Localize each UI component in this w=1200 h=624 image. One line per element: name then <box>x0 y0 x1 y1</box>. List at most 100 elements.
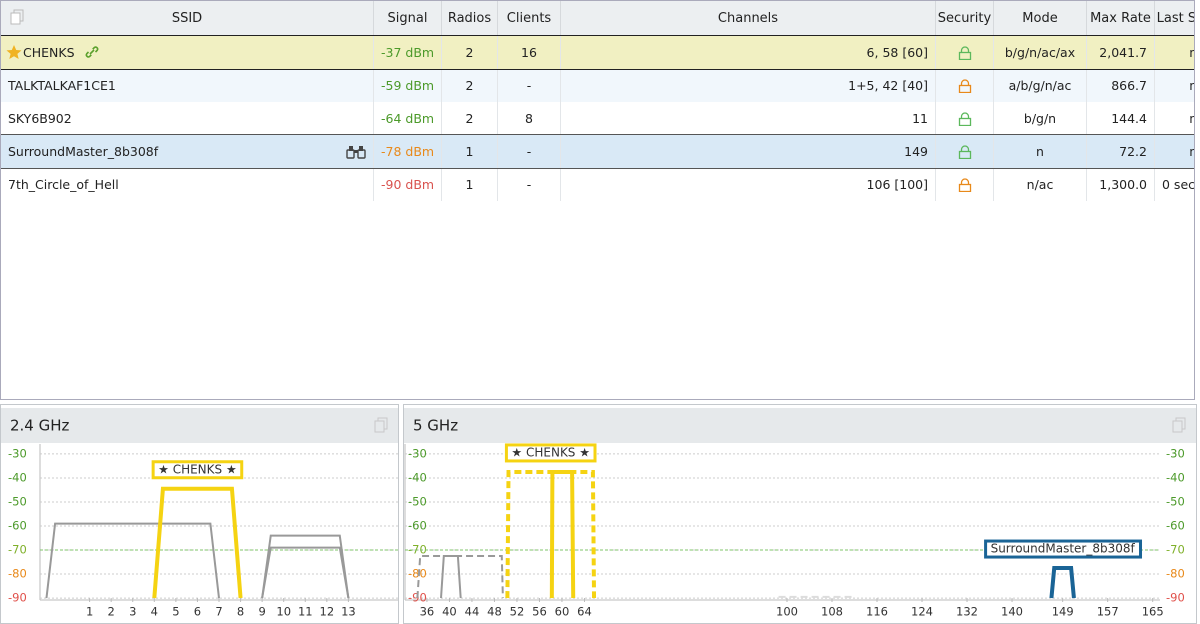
cell-text: 1 <box>465 143 474 159</box>
cell: - <box>497 68 561 102</box>
cell: -59 dBm <box>373 68 442 102</box>
cell-text: n/ac <box>1026 176 1054 192</box>
y-tick-label: -50 <box>408 494 427 508</box>
x-tick-label: 7 <box>215 605 222 619</box>
y-tick-label: -40 <box>1166 470 1185 484</box>
column-header[interactable]: Signal <box>373 1 442 36</box>
channel-shape <box>1049 566 1076 599</box>
cell-text: 11 <box>912 110 928 126</box>
x-tick-label: 64 <box>577 605 592 619</box>
cell: 6, 58 [60] <box>560 35 936 69</box>
cell-text: b/g/n/ac/ax <box>1004 44 1076 60</box>
cell: 866.7 <box>1086 68 1155 102</box>
cell: 2 <box>441 35 498 69</box>
cell: -37 dBm <box>373 35 442 69</box>
link-icon <box>85 46 98 58</box>
network-row[interactable]: TALKTALKAF1CE1 -59 dBm 2 - 1+5, 42 [40] a/b/g… <box>1 68 1194 102</box>
network-row[interactable]: CHENKS -37 dBm 2 16 6, 58 [60] b/g/n/ac/ax 2,0… <box>1 34 1194 70</box>
column-header[interactable]: SSID <box>1 1 374 36</box>
column-header[interactable]: Max Rate <box>1086 1 1155 36</box>
copy-icon <box>374 420 385 433</box>
cell-text: -78 dBm <box>381 143 435 159</box>
cell-text: 2 <box>465 44 474 60</box>
cell: -64 dBm <box>373 101 442 135</box>
cell: CHENKS <box>1 35 374 69</box>
cell: 1 <box>441 134 498 168</box>
cell-text: 7th_Circle_of_Hell <box>8 176 119 192</box>
cell: n/ac <box>993 167 1087 201</box>
panel-header <box>1 408 398 443</box>
x-tick-label: 5 <box>172 605 179 619</box>
charts: 2.4 GHz-30-40-50-60-70-80-901 2 3 4 5 6 7 8 9 10 1… <box>0 404 1197 624</box>
column-header[interactable]: Security <box>935 1 994 36</box>
cell-text: 106 [100] <box>866 176 928 192</box>
cell-text: -90 dBm <box>381 176 435 192</box>
copy-icon <box>1172 420 1183 433</box>
x-tick-label: 124 <box>911 605 933 619</box>
cell-text: CHENKS <box>23 45 75 61</box>
cell-text: 1+5, 42 [40] <box>848 77 928 93</box>
x-tick-label: 6 <box>194 605 201 619</box>
channel-shape <box>152 486 243 599</box>
x-tick-label: 60 <box>555 605 570 619</box>
y-tick-label: -80 <box>1166 567 1185 581</box>
cell-text: - <box>526 143 532 159</box>
network-label-box <box>504 443 597 463</box>
cell-text: now <box>1189 111 1194 126</box>
lock-icon <box>958 145 971 159</box>
column-header[interactable]: Mode <box>993 1 1087 36</box>
network-label: SurroundMaster_8b308f <box>991 542 1136 556</box>
channel-shape <box>549 469 576 599</box>
cell-text: SurroundMaster_8b308f <box>8 143 159 159</box>
cell-text: - <box>526 77 532 93</box>
column-header[interactable]: Last Seen <box>1154 1 1194 36</box>
x-tick-label: 9 <box>258 605 265 619</box>
column-header[interactable]: Radios <box>441 1 498 36</box>
y-tick-label: -70 <box>1166 543 1185 557</box>
y-tick-label: -50 <box>1166 494 1185 508</box>
cell-text: 149 <box>904 143 928 159</box>
cell-text: 6, 58 [60] <box>866 44 928 60</box>
network-label-box <box>151 460 244 480</box>
y-tick-label: -30 <box>8 446 27 460</box>
x-tick-label: 10 <box>276 605 291 619</box>
x-tick-label: 40 <box>442 605 457 619</box>
x-tick-label: 100 <box>776 605 798 619</box>
column-header[interactable]: Channels <box>560 1 936 36</box>
y-tick-label: -30 <box>408 446 427 460</box>
cell-text: a/b/g/n/ac <box>1008 77 1072 93</box>
cell-text: 16 <box>521 44 537 60</box>
cell: 1 <box>441 167 498 201</box>
cell: a/b/g/n/ac <box>993 68 1087 102</box>
cell-text: 0 sec ago <box>1162 176 1195 192</box>
network-label-box <box>984 539 1143 559</box>
x-tick-label: 44 <box>465 605 480 619</box>
cell: 1+5, 42 [40] <box>560 68 936 102</box>
cell: -78 dBm <box>373 134 442 168</box>
lock-icon <box>958 112 971 126</box>
network-row[interactable]: SKY6B902 -64 dBm 2 8 11 b/g/n 144.4 now <box>1 101 1194 135</box>
y-tick-label: -50 <box>8 494 27 508</box>
network-table: SSID Signal Radios Clients Channels Security M… <box>0 0 1195 400</box>
network-label: ★ CHENKS ★ <box>511 445 590 459</box>
column-header[interactable]: Clients <box>497 1 561 36</box>
y-tick-label: -40 <box>8 470 27 484</box>
x-tick-label: 13 <box>341 605 356 619</box>
cell: 1,300.0 <box>1086 167 1155 201</box>
x-tick-label: 4 <box>151 605 158 619</box>
x-tick-label: 132 <box>956 605 978 619</box>
cell: now <box>1154 134 1194 168</box>
cell-text: 2 <box>465 77 474 93</box>
cell-text: n <box>1036 143 1044 159</box>
network-row[interactable]: SurroundMaster_8b308f -78 dBm 1 - 149 n 72.2 no… <box>1 133 1194 169</box>
y-tick-label: -60 <box>1166 519 1185 533</box>
copy-icon[interactable] <box>10 9 26 25</box>
y-tick-label: -80 <box>8 567 27 581</box>
cell-text: 2 <box>465 110 474 126</box>
cell: n <box>993 134 1087 168</box>
cell: SurroundMaster_8b308f <box>1 134 374 168</box>
network-row[interactable]: 7th_Circle_of_Hell -90 dBm 1 - 106 [100] n/ac… <box>1 167 1195 201</box>
cell: 8 <box>497 101 561 135</box>
y-tick-label: -60 <box>408 519 427 533</box>
